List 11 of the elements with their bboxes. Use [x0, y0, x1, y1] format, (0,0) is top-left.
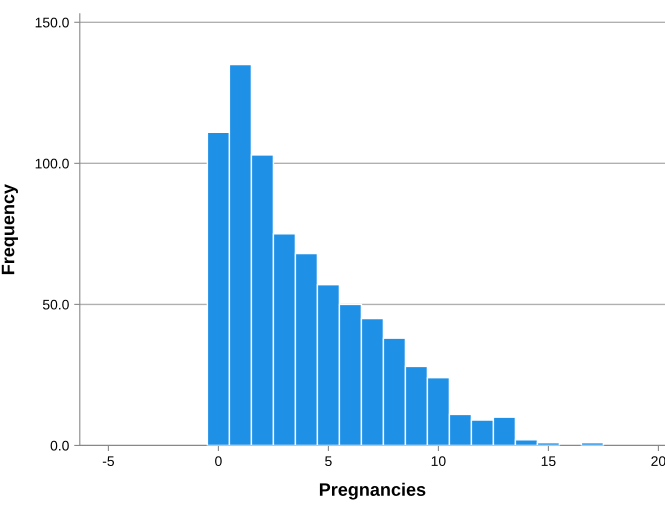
x-tick-label: 10: [432, 456, 446, 466]
x-tick-label: -5: [102, 456, 114, 466]
x-tick-label: 15: [542, 456, 556, 466]
x-tick-label: 5: [325, 456, 332, 466]
y-axis-title: Frequency: [2, 184, 18, 274]
y-tick-label: 0.0: [50, 440, 69, 451]
x-tick-label: 0: [215, 456, 222, 466]
x-axis-title: Pregnancies: [320, 482, 426, 500]
y-tick-label: 50.0: [42, 300, 69, 310]
y-tick-label: 150.0: [36, 18, 69, 28]
y-tick-label: 100.0: [36, 158, 69, 169]
